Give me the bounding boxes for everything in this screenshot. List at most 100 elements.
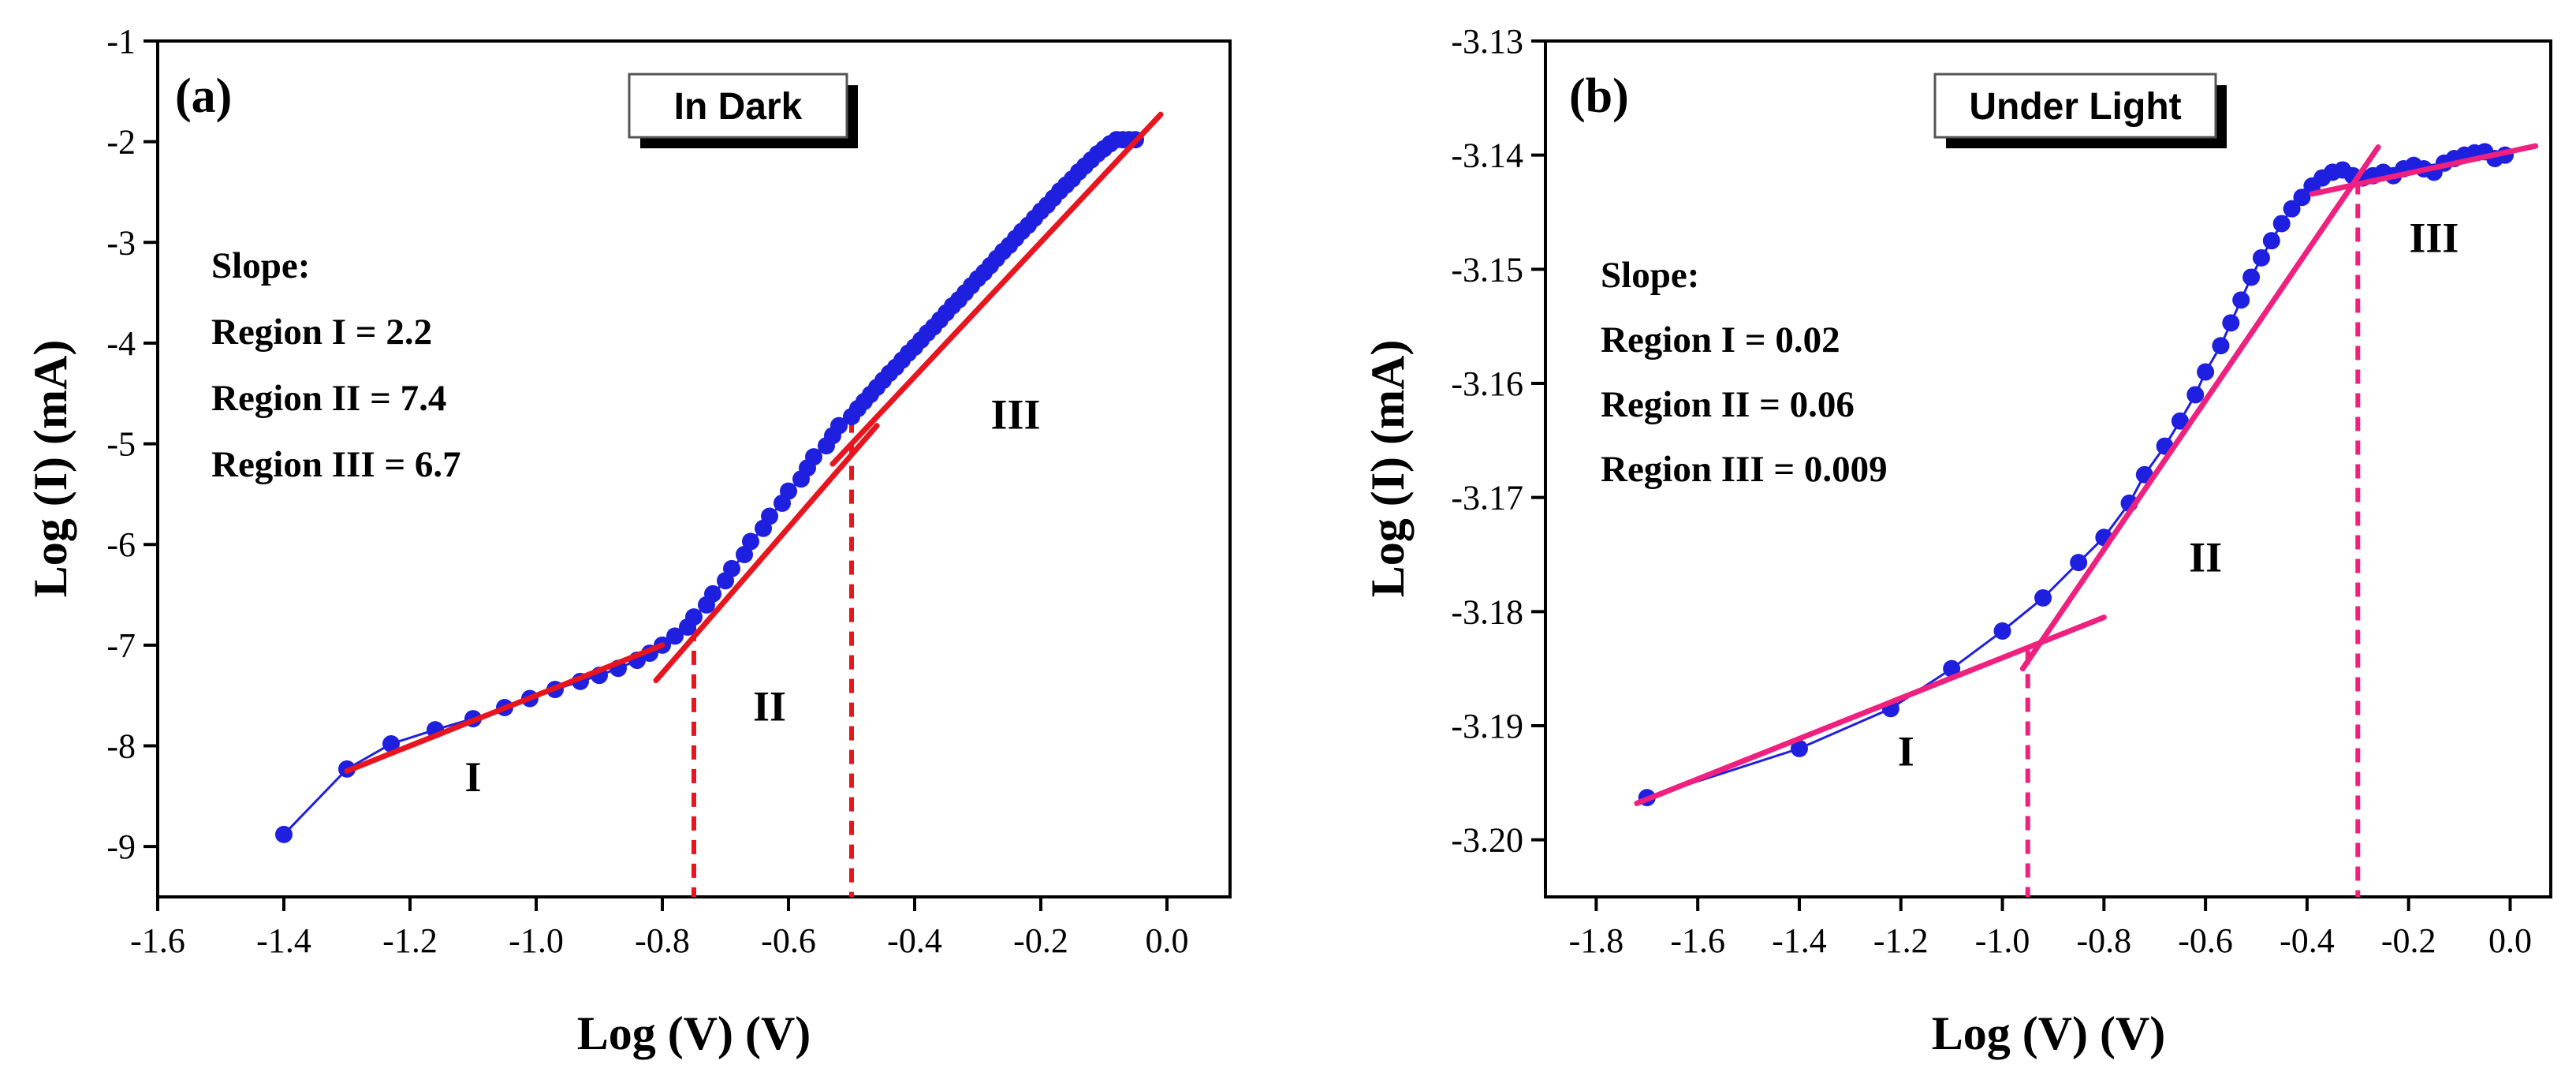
x-tick-label: -1.4 (1772, 921, 1827, 960)
title-box: Under Light (1933, 73, 2227, 148)
y-tick-label: -3.13 (1451, 22, 1523, 61)
region-label: II (2189, 534, 2222, 581)
y-tick-label: -3.18 (1451, 592, 1523, 631)
data-point (2222, 314, 2240, 332)
plot-frame (1544, 39, 2552, 898)
panel-label: (a) (175, 69, 232, 123)
y-tick-label: -9 (106, 827, 136, 866)
chart-title: In Dark (674, 86, 803, 128)
data-point (704, 585, 721, 603)
data-point (1943, 659, 1961, 678)
y-tick-label: -6 (106, 525, 136, 564)
data-point (2252, 248, 2270, 267)
slope-annotation: Slope: Region I = 2.2 Region II = 7.4 Re… (211, 245, 461, 485)
data-point (830, 416, 848, 435)
slope-region-3: Region III = 0.009 (1601, 449, 1888, 490)
x-tick-label: -1.6 (130, 921, 185, 960)
region-label: III (990, 390, 1040, 438)
x-tick-label: -0.2 (2381, 921, 2436, 960)
slope-region-3: Region III = 6.7 (211, 444, 461, 485)
y-axis-title: Log (I) (mA) (1362, 340, 1414, 598)
chart-panel-b: -1.8 -1.6 -1.4 -1.2 -1.0 -0.8 -0.6 -0.4 -0.2 0.0 … (1362, 22, 2552, 1059)
data-point (685, 608, 703, 626)
y-tick-label: -3.14 (1451, 136, 1523, 175)
y-tick-label: -5 (106, 425, 136, 464)
data-point (2212, 337, 2230, 355)
region-label: I (1898, 728, 1914, 775)
x-tick-label: -0.8 (2077, 921, 2132, 960)
slope-region-2: Region II = 0.06 (1601, 384, 1855, 425)
slope-title: Slope: (1601, 255, 1699, 296)
data-point (1993, 622, 2011, 640)
slope-region-1: Region I = 2.2 (211, 312, 432, 353)
data-point (275, 825, 293, 843)
x-tick-label: -0.4 (2280, 921, 2335, 960)
slope-region-2: Region II = 7.4 (211, 378, 446, 419)
x-tick-label: -1.2 (382, 921, 438, 960)
data-point (761, 507, 778, 525)
data-point (2272, 215, 2291, 233)
x-tick-label: -0.8 (635, 921, 690, 960)
data-point (723, 559, 740, 577)
x-tick-label: 0.0 (2488, 921, 2532, 960)
y-tick-label: -4 (106, 324, 136, 363)
data-point (2283, 200, 2301, 218)
data-point (2232, 291, 2250, 309)
y-axis-title: Log (I) (mA) (24, 340, 76, 598)
slope-title: Slope: (211, 245, 310, 286)
x-tick-label: -1.2 (1873, 921, 1929, 960)
x-axis-title: Log (V) (V) (1932, 1007, 2166, 1059)
data-point (666, 627, 684, 645)
y-tick-label: -1 (106, 22, 136, 61)
data-point (1790, 739, 1808, 757)
fit-line (344, 642, 665, 774)
x-tick-label: -1.0 (1975, 921, 2030, 960)
slope-region-1: Region I = 0.02 (1601, 319, 1840, 360)
x-tick-label: -0.6 (761, 921, 816, 960)
data-point (382, 734, 400, 753)
data-point (805, 448, 822, 466)
fit-line (653, 423, 880, 684)
x-tick-label: 0.0 (1146, 921, 1189, 960)
region-label: III (2409, 215, 2459, 262)
y-tick-label: -3.19 (1451, 707, 1523, 745)
x-axis-title: Log (V) (V) (577, 1007, 811, 1059)
x-tick-label: -0.6 (2178, 921, 2233, 960)
fit-line (829, 111, 1164, 467)
x-tick-label: -1.8 (1569, 921, 1624, 960)
data-point (780, 482, 797, 500)
y-tick-label: -8 (106, 727, 136, 766)
data-point (2171, 412, 2189, 430)
title-box: In Dark (628, 73, 858, 148)
y-tick-label: -7 (106, 626, 136, 665)
fit-line (2309, 143, 2539, 197)
y-tick-label: -3.17 (1451, 479, 1523, 517)
data-point (2242, 268, 2261, 286)
fit-line (2019, 144, 2381, 672)
chart-title: Under Light (1969, 86, 2181, 128)
y-tick-label: -3.15 (1451, 250, 1523, 289)
data-point (742, 532, 759, 551)
data-point (2186, 386, 2205, 404)
data-point (2293, 189, 2311, 207)
data-point (736, 546, 753, 563)
x-tick-label: -1.6 (1670, 921, 1725, 960)
slope-annotation: Slope: Region I = 0.02 Region II = 0.06 … (1601, 255, 1888, 490)
x-tick-label: -0.4 (887, 921, 942, 960)
y-tick-label: -3.16 (1451, 364, 1523, 403)
region-label: II (753, 683, 786, 730)
y-tick-label: -3 (106, 223, 136, 262)
region-label: I (464, 753, 481, 801)
data-point (2034, 588, 2052, 607)
data-point (2197, 363, 2215, 381)
x-tick-label: -0.2 (1013, 921, 1068, 960)
x-tick-label: -1.4 (256, 921, 311, 960)
y-tick-label: -3.20 (1451, 821, 1523, 860)
chart-panel-a: -1.6 -1.4 -1.2 -1.0 -0.8 -0.6 -0.4 -0.2 0.0 -9 -8… (24, 22, 1232, 1059)
x-tick-label: -1.0 (509, 921, 564, 960)
panel-label: (b) (1569, 69, 1629, 123)
fit-line (1634, 614, 2107, 806)
y-tick-label: -2 (106, 123, 136, 162)
data-point (2070, 554, 2088, 572)
